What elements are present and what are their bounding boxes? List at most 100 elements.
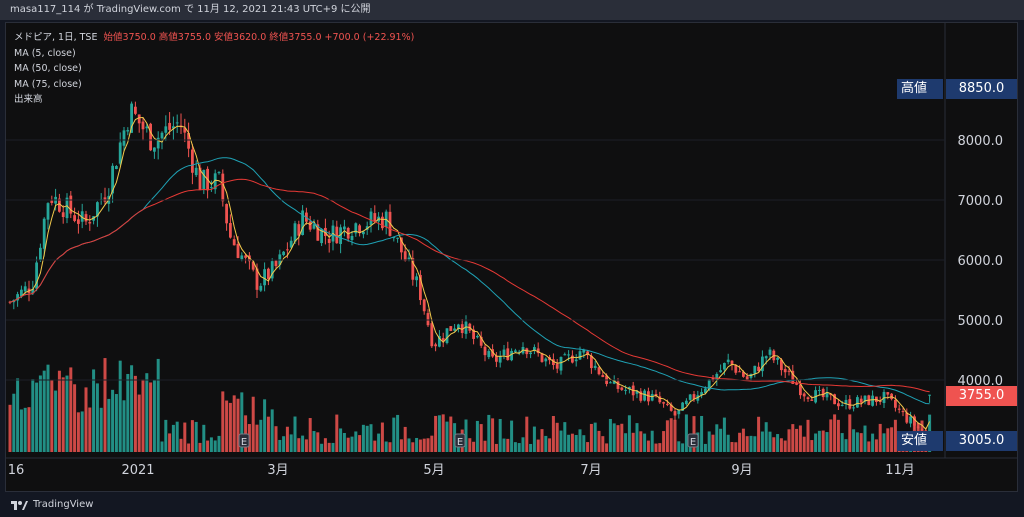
volume-bar	[479, 424, 483, 452]
volume-bar	[266, 416, 270, 452]
candle-body	[464, 321, 468, 334]
y-tick-label: 6000.0	[958, 254, 1004, 269]
candle-body	[118, 142, 122, 164]
candle-body	[567, 354, 570, 356]
high-tag-label: 高値	[897, 79, 943, 99]
candle-body	[354, 223, 358, 234]
candle-body	[61, 212, 65, 218]
volume-bar	[544, 435, 548, 452]
candle-body	[498, 356, 502, 363]
volume-bar	[703, 443, 707, 452]
candle-body	[183, 127, 187, 133]
legend-symbol-row[interactable]: メドピア, 1日, TSE 始値3750.0 高値3755.0 安値3620.0…	[14, 30, 414, 46]
candle-body	[149, 123, 152, 151]
legend-ma5[interactable]: MA (5, close)	[14, 47, 76, 59]
volume-bar	[418, 439, 422, 452]
low-tag-value: 3005.0	[946, 431, 1017, 451]
volume-bar	[616, 425, 620, 452]
volume-bar	[608, 418, 612, 452]
volume-bar	[536, 439, 540, 452]
candle-body	[153, 147, 156, 152]
volume-bar	[852, 429, 856, 452]
legend-ma75[interactable]: MA (75, close)	[14, 78, 82, 90]
candle-body	[350, 235, 354, 241]
candle-body	[229, 223, 232, 238]
x-tick-label: 2021	[121, 463, 154, 478]
volume-bar	[358, 435, 362, 452]
volume-bar	[415, 437, 419, 452]
volume-bar	[270, 409, 274, 452]
candle-body	[42, 218, 46, 249]
volume-bar	[624, 433, 628, 452]
volume-bar	[783, 440, 787, 452]
candle-body	[783, 368, 787, 373]
volume-bar	[859, 433, 863, 452]
candle-body	[137, 114, 141, 124]
volume-bar	[760, 431, 764, 452]
candle-body	[111, 165, 114, 194]
volume-bar	[145, 373, 149, 452]
candle-body	[540, 353, 544, 362]
candle-body	[141, 121, 145, 130]
candle-body	[563, 354, 567, 356]
volume-bar	[772, 437, 776, 452]
candle-body	[479, 336, 483, 346]
volume-bar	[646, 440, 650, 452]
volume-bar	[57, 370, 61, 452]
volume-bar	[821, 430, 825, 452]
high-tag-value: 8850.0	[946, 79, 1017, 99]
volume-bar	[833, 414, 837, 452]
volume-bar	[232, 395, 236, 452]
candle-body	[369, 211, 373, 226]
volume-bar	[711, 434, 715, 452]
volume-bar	[259, 419, 263, 452]
volume-bar	[80, 411, 84, 452]
symbol-label: メドピア, 1日, TSE	[14, 32, 98, 43]
candle-body	[533, 347, 536, 351]
volume-bar	[126, 373, 130, 452]
candle-body	[400, 237, 403, 253]
volume-bar	[65, 375, 69, 452]
volume-bar	[168, 433, 172, 452]
volume-bar	[817, 430, 821, 452]
volume-bar	[532, 426, 536, 452]
volume-bar	[627, 415, 631, 452]
volume-bar	[171, 424, 175, 452]
legend-volume[interactable]: 出来高	[14, 94, 43, 105]
volume-bar	[719, 428, 723, 452]
volume-bar	[16, 378, 20, 452]
volume-bar	[700, 415, 704, 452]
candle-body	[335, 226, 339, 244]
volume-bar	[829, 419, 833, 452]
volume-bar	[346, 437, 350, 452]
candle-body	[126, 130, 130, 132]
candle-body	[612, 380, 616, 384]
volume-bars	[8, 358, 932, 452]
candle-body	[217, 172, 221, 174]
volume-bar	[574, 434, 578, 452]
candle-body	[905, 412, 909, 423]
legend-ma50[interactable]: MA (50, close)	[14, 63, 82, 74]
candle-body	[164, 126, 168, 133]
candle-body	[39, 247, 42, 260]
candle-body	[658, 396, 662, 403]
candle-body	[768, 349, 772, 355]
candle-body	[590, 355, 593, 369]
candle-body	[863, 395, 867, 402]
candle-body	[780, 359, 783, 371]
low-tag-label: 安値	[897, 431, 943, 451]
volume-bar	[434, 415, 438, 452]
volume-bar	[517, 443, 521, 452]
candle-body	[69, 195, 73, 214]
volume-bar	[551, 416, 555, 452]
volume-bar	[643, 433, 647, 452]
volume-bar	[563, 422, 567, 452]
volume-bar	[802, 436, 806, 452]
candle-body	[650, 394, 654, 401]
candle-body	[293, 223, 297, 242]
volume-bar	[540, 429, 544, 452]
tradingview-footer[interactable]: TradingView	[10, 497, 93, 513]
candle-body	[685, 400, 688, 405]
chart-panel[interactable]	[5, 22, 1018, 492]
